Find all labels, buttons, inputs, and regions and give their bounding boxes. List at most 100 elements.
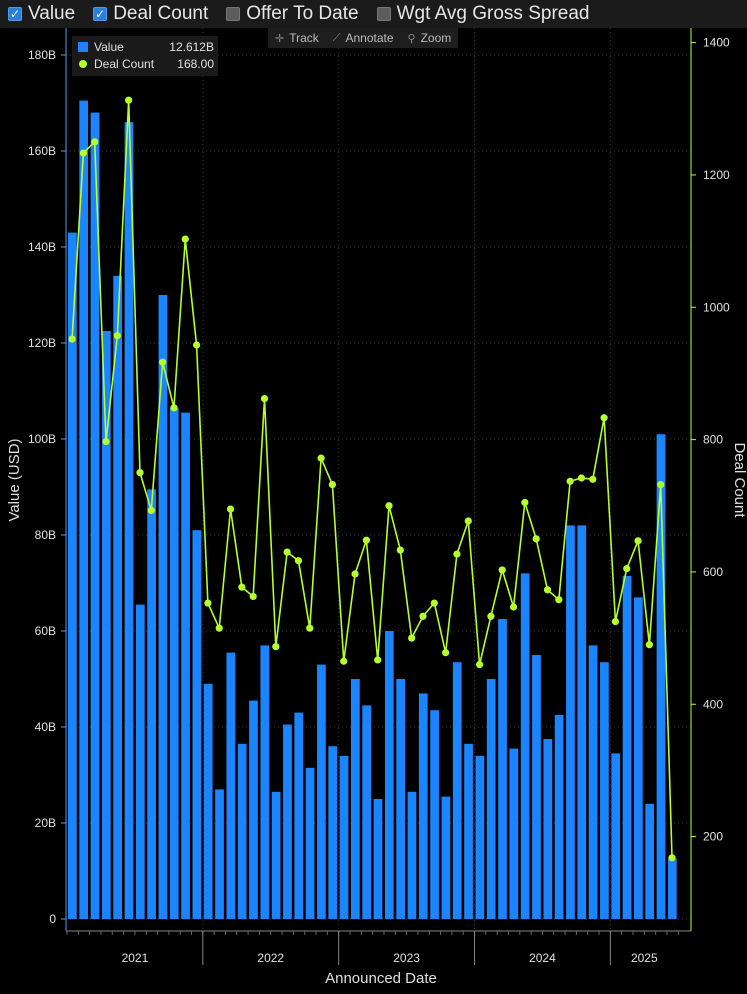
deal-count-point[interactable] [102,437,110,446]
value-bar[interactable] [577,525,587,919]
value-bar[interactable] [147,489,156,919]
deal-count-point[interactable] [113,332,121,340]
deal-count-point[interactable] [566,477,574,485]
value-bar[interactable] [169,407,179,919]
value-bar[interactable] [294,712,304,919]
deal-count-point[interactable] [170,404,178,412]
deal-count-point[interactable] [147,506,155,515]
value-bar[interactable] [600,662,609,919]
value-bar[interactable] [237,743,247,919]
deal-count-point[interactable] [226,505,235,513]
toggle-wgt-avg-gross-spread[interactable]: Wgt Avg Gross Spread [376,3,589,25]
value-bar[interactable] [418,693,428,919]
value-bar[interactable] [373,799,383,919]
deal-count-point[interactable] [543,586,552,594]
deal-count-point[interactable] [657,481,665,489]
zoom-button[interactable]: ⚲ Zoom [401,28,459,48]
value-bar[interactable] [407,791,417,919]
deal-count-point[interactable] [498,566,506,574]
checkbox-checked-icon[interactable]: ✓ [8,7,22,21]
checkbox-checked-icon[interactable]: ✓ [93,7,108,21]
deal-count-point[interactable] [159,358,167,366]
value-bar[interactable] [135,604,145,919]
deal-count-point[interactable] [521,498,529,507]
deal-count-point[interactable] [374,656,382,664]
checkbox-unchecked-icon[interactable] [376,7,391,21]
value-bar[interactable] [486,679,496,919]
value-bar[interactable] [79,100,89,920]
deal-count-point[interactable] [408,634,416,642]
value-bar[interactable] [430,710,439,919]
value-bar[interactable] [520,573,530,919]
deal-count-point[interactable] [668,854,676,862]
value-bar[interactable] [90,112,100,920]
deal-count-point[interactable] [396,546,404,554]
deal-count-point[interactable] [272,643,280,651]
value-bar[interactable] [543,739,553,919]
value-bar[interactable] [464,743,473,919]
value-bar[interactable] [192,530,202,919]
value-bar[interactable] [634,597,643,919]
value-bar[interactable] [124,122,134,919]
value-bar[interactable] [384,631,394,919]
value-bar[interactable] [226,652,236,919]
deal-count-point[interactable] [192,341,201,349]
toggle-offer-to-date[interactable]: Offer To Date [226,3,359,25]
value-bar[interactable] [532,655,541,919]
value-bar[interactable] [317,664,326,919]
value-bar[interactable] [339,755,349,919]
value-bar[interactable] [588,645,598,919]
deal-count-point[interactable] [249,592,257,601]
annotate-button[interactable]: ⟋ Annotate [326,28,401,48]
value-bar[interactable] [554,715,564,919]
deal-count-point[interactable] [340,657,348,665]
value-bar[interactable] [498,619,507,919]
deal-count-point[interactable] [181,235,189,243]
checkbox-unchecked-icon[interactable] [226,7,241,21]
value-bar[interactable] [566,525,575,919]
value-bar[interactable] [328,746,338,919]
deal-count-point[interactable] [453,550,461,558]
deal-count-point[interactable] [419,612,427,620]
deal-count-point[interactable] [294,557,303,565]
deal-count-point[interactable] [645,641,653,649]
deal-count-point[interactable] [611,617,620,626]
deal-count-point[interactable] [68,335,76,343]
deal-count-point[interactable] [317,454,325,462]
value-bar[interactable] [283,724,292,919]
value-bar[interactable] [101,331,111,919]
deal-count-point[interactable] [283,548,291,556]
value-bar[interactable] [203,683,213,919]
deal-count-point[interactable] [125,96,133,104]
deal-count-point[interactable] [430,599,438,607]
deal-count-point[interactable] [79,149,87,157]
value-bar[interactable] [396,679,405,919]
deal-count-point[interactable] [600,414,608,422]
value-bar[interactable] [271,791,281,919]
value-bar[interactable] [509,748,519,919]
deal-count-point[interactable] [328,481,337,489]
value-bar[interactable] [113,275,122,919]
value-bar[interactable] [305,767,315,919]
value-bar[interactable] [656,434,666,919]
deal-count-point[interactable] [362,536,370,544]
deal-count-point[interactable] [464,517,472,525]
deal-count-point[interactable] [204,599,212,607]
value-bar[interactable] [611,753,621,919]
value-bar[interactable] [667,858,677,919]
deal-count-point[interactable] [589,475,597,483]
value-bar[interactable] [249,700,258,919]
value-bar[interactable] [475,755,485,919]
value-bar[interactable] [215,789,224,919]
deal-count-point[interactable] [442,649,450,657]
value-bar[interactable] [351,679,360,919]
value-bar[interactable] [362,705,372,919]
value-bar[interactable] [181,412,190,919]
deal-count-point[interactable] [475,660,484,669]
deal-count-point[interactable] [555,596,563,604]
deal-count-point[interactable] [215,624,223,632]
deal-count-point[interactable] [532,535,540,543]
deal-count-point[interactable] [91,138,99,146]
deal-count-point[interactable] [634,537,642,545]
